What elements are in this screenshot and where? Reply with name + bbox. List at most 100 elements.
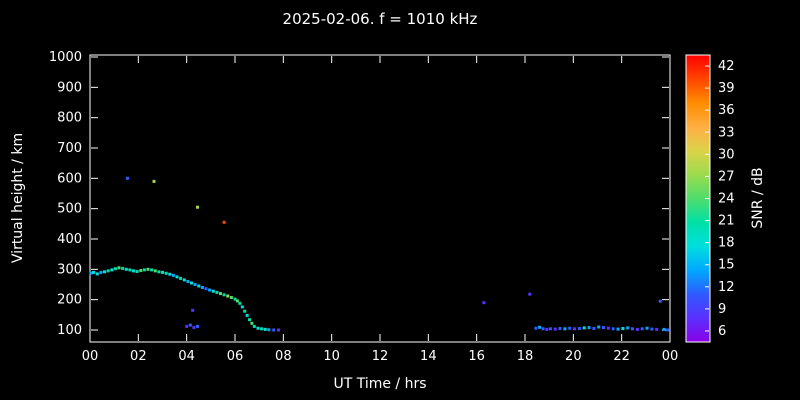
echo-point bbox=[563, 327, 567, 331]
echo-point bbox=[99, 270, 103, 274]
echo-point bbox=[541, 327, 545, 331]
colorbar-tick-label: 27 bbox=[718, 169, 735, 184]
echo-point bbox=[188, 323, 192, 327]
echo-point bbox=[650, 327, 654, 331]
y-axis-label: Virtual height / km bbox=[10, 133, 26, 263]
echo-point bbox=[132, 269, 135, 273]
x-axis-label: UT Time / hrs bbox=[333, 376, 426, 392]
echo-point bbox=[157, 270, 161, 274]
y-tick-label: 900 bbox=[57, 80, 82, 95]
echo-point bbox=[222, 220, 226, 224]
y-tick-label: 300 bbox=[57, 262, 82, 277]
echo-point bbox=[192, 326, 196, 330]
echo-point bbox=[191, 308, 195, 312]
colorbar-tick-label: 39 bbox=[718, 81, 735, 96]
echo-point bbox=[534, 326, 538, 330]
echo-point bbox=[208, 288, 212, 292]
x-tick-label: 02 bbox=[130, 349, 147, 364]
x-tick-label: 18 bbox=[517, 349, 534, 364]
y-tick-label: 100 bbox=[57, 323, 82, 338]
echo-point bbox=[124, 267, 128, 271]
echo-point bbox=[135, 270, 139, 273]
echo-point bbox=[161, 270, 164, 274]
echo-point bbox=[175, 275, 179, 279]
echo-point bbox=[248, 318, 251, 322]
echo-point bbox=[190, 281, 193, 285]
echo-point bbox=[186, 280, 190, 283]
echo-point bbox=[197, 284, 201, 288]
echo-point bbox=[666, 328, 670, 332]
y-tick-label: 400 bbox=[57, 232, 82, 247]
echo-point bbox=[263, 327, 267, 331]
x-tick-label: 06 bbox=[227, 349, 244, 364]
echo-point bbox=[662, 327, 666, 331]
echo-point bbox=[185, 324, 189, 328]
echo-point bbox=[106, 269, 110, 273]
echo-point bbox=[117, 266, 121, 270]
echo-point bbox=[587, 326, 591, 330]
echo-point bbox=[250, 321, 254, 325]
echo-point bbox=[128, 268, 132, 272]
echo-point bbox=[110, 268, 114, 272]
colorbar-tick-label: 21 bbox=[718, 214, 735, 229]
echo-point bbox=[621, 327, 625, 330]
echo-point bbox=[558, 327, 562, 330]
x-tick-label: 00 bbox=[82, 349, 99, 364]
echo-point bbox=[164, 271, 168, 275]
echo-point bbox=[553, 327, 557, 331]
x-tick-label: 20 bbox=[565, 349, 582, 364]
colorbar-tick-label: 36 bbox=[718, 103, 735, 118]
echo-point bbox=[182, 278, 186, 282]
echo-point bbox=[658, 299, 662, 303]
echo-point bbox=[260, 327, 264, 331]
colorbar-tick-label: 33 bbox=[718, 125, 735, 140]
colorbar-tick-label: 9 bbox=[718, 302, 726, 317]
echo-point bbox=[126, 176, 129, 180]
echo-point bbox=[233, 297, 237, 301]
colorbar-tick-label: 24 bbox=[718, 192, 735, 207]
x-tick-label: 04 bbox=[178, 349, 195, 364]
echo-point bbox=[139, 269, 143, 272]
echo-point bbox=[573, 327, 576, 331]
echo-point bbox=[179, 276, 183, 280]
echo-point bbox=[152, 179, 156, 183]
echo-point bbox=[142, 268, 146, 272]
echo-point bbox=[211, 289, 215, 293]
y-tick-label: 600 bbox=[57, 171, 82, 186]
echo-point bbox=[103, 270, 106, 274]
axis-ticks: 00 02 04 06 08 10 12 14 16 18 20 22 0010020030040050… bbox=[49, 50, 678, 364]
y-tick-label: 1000 bbox=[49, 50, 82, 65]
colorbar-tick-label: 12 bbox=[718, 280, 735, 295]
y-tick-label: 200 bbox=[57, 293, 82, 308]
echo-point bbox=[235, 299, 239, 303]
echo-point bbox=[611, 327, 615, 331]
echo-point bbox=[229, 296, 233, 299]
echo-point bbox=[113, 267, 117, 271]
echo-point bbox=[238, 301, 242, 305]
echo-point bbox=[92, 270, 96, 274]
echo-point bbox=[655, 327, 659, 331]
echo-point bbox=[219, 292, 222, 296]
echo-point bbox=[196, 205, 199, 209]
echo-point bbox=[146, 267, 150, 271]
echo-point bbox=[89, 271, 93, 275]
colorbar-tick-label: 15 bbox=[718, 258, 735, 273]
colorbar-tick-label: 42 bbox=[718, 59, 735, 74]
chart-title: 2025-02-06. f = 1010 kHz bbox=[282, 10, 478, 28]
echo-point bbox=[121, 266, 125, 270]
echo-point bbox=[171, 273, 175, 277]
echo-point bbox=[245, 313, 249, 317]
echo-point bbox=[582, 326, 586, 330]
echo-point bbox=[640, 327, 644, 331]
echo-point bbox=[243, 309, 247, 313]
y-tick-label: 700 bbox=[57, 141, 82, 156]
echo-point bbox=[267, 328, 271, 332]
x-tick-label: 08 bbox=[275, 349, 292, 364]
echo-point bbox=[193, 283, 197, 286]
echo-point bbox=[256, 326, 260, 330]
x-tick-label: 16 bbox=[468, 349, 485, 364]
echo-point bbox=[215, 290, 219, 294]
colorbar-tick-label: 18 bbox=[718, 236, 735, 251]
